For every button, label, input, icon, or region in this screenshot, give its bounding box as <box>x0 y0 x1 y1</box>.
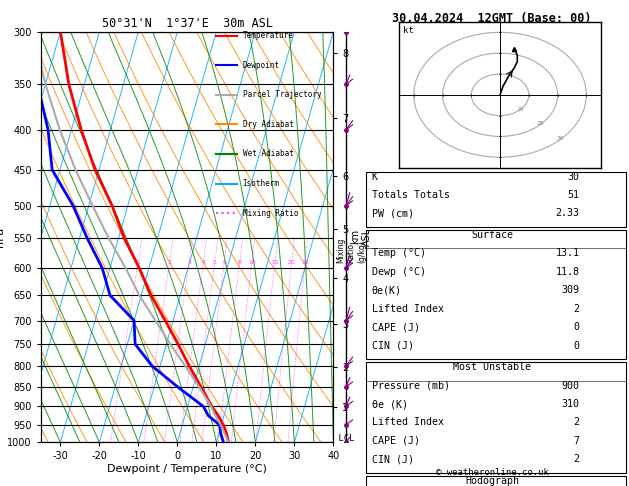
Bar <box>366 230 626 359</box>
Text: Temperature: Temperature <box>243 31 294 40</box>
Bar <box>366 476 626 486</box>
Text: Pressure (mb): Pressure (mb) <box>372 381 450 391</box>
Text: 5: 5 <box>213 260 217 265</box>
Text: 15: 15 <box>271 260 279 265</box>
Text: 8: 8 <box>238 260 242 265</box>
Text: Mixing
Ratio
(g/kg): Mixing Ratio (g/kg) <box>337 238 366 263</box>
Text: Parcel Trajectory: Parcel Trajectory <box>243 90 321 99</box>
Text: 30: 30 <box>568 172 580 182</box>
Text: 13.1: 13.1 <box>556 248 580 259</box>
Text: 30: 30 <box>557 136 564 141</box>
Text: © weatheronline.co.uk: © weatheronline.co.uk <box>436 468 548 477</box>
Text: Temp (°C): Temp (°C) <box>372 248 426 259</box>
Text: 0: 0 <box>574 322 580 332</box>
Text: PW (cm): PW (cm) <box>372 208 414 219</box>
Y-axis label: hPa: hPa <box>0 227 4 247</box>
Bar <box>366 172 626 227</box>
Text: 3: 3 <box>187 260 191 265</box>
Y-axis label: km
ASL: km ASL <box>350 228 372 246</box>
Text: 20: 20 <box>537 122 544 126</box>
Text: 1: 1 <box>136 260 140 265</box>
Text: Dewpoint: Dewpoint <box>243 61 280 70</box>
Text: 7: 7 <box>574 436 580 446</box>
Title: 50°31'N  1°37'E  30m ASL: 50°31'N 1°37'E 30m ASL <box>102 17 272 31</box>
Text: 2: 2 <box>574 454 580 465</box>
Text: θe(K): θe(K) <box>372 285 402 295</box>
Text: 51: 51 <box>568 190 580 200</box>
Text: 2: 2 <box>574 304 580 314</box>
Bar <box>366 362 626 473</box>
Text: 2: 2 <box>167 260 172 265</box>
Text: 2: 2 <box>574 417 580 428</box>
Text: 20: 20 <box>288 260 296 265</box>
Text: θe (K): θe (K) <box>372 399 408 409</box>
Text: 309: 309 <box>562 285 580 295</box>
Text: Isotherm: Isotherm <box>243 179 280 188</box>
Text: 30.04.2024  12GMT (Base: 00): 30.04.2024 12GMT (Base: 00) <box>392 12 592 25</box>
Text: Surface: Surface <box>471 230 513 240</box>
Text: Dry Adiabat: Dry Adiabat <box>243 120 294 129</box>
Text: CAPE (J): CAPE (J) <box>372 436 420 446</box>
Text: Hodograph: Hodograph <box>465 476 519 486</box>
Text: CIN (J): CIN (J) <box>372 454 414 465</box>
X-axis label: Dewpoint / Temperature (°C): Dewpoint / Temperature (°C) <box>107 464 267 474</box>
Text: 2.33: 2.33 <box>556 208 580 219</box>
Text: CIN (J): CIN (J) <box>372 341 414 351</box>
Text: 310: 310 <box>562 399 580 409</box>
Text: Lifted Index: Lifted Index <box>372 417 444 428</box>
Text: 10: 10 <box>248 260 256 265</box>
Text: K: K <box>372 172 378 182</box>
Text: kt: kt <box>403 26 414 35</box>
Text: Totals Totals: Totals Totals <box>372 190 450 200</box>
Text: LCL: LCL <box>333 434 355 443</box>
Text: 4: 4 <box>201 260 206 265</box>
Text: Most Unstable: Most Unstable <box>453 362 532 372</box>
Text: Dewp (°C): Dewp (°C) <box>372 267 426 277</box>
Text: CAPE (J): CAPE (J) <box>372 322 420 332</box>
Text: 11.8: 11.8 <box>556 267 580 277</box>
Text: Lifted Index: Lifted Index <box>372 304 444 314</box>
Text: 0: 0 <box>574 341 580 351</box>
Text: 25: 25 <box>301 260 309 265</box>
Text: Mixing Ratio: Mixing Ratio <box>243 208 298 218</box>
Text: 900: 900 <box>562 381 580 391</box>
Text: Wet Adiabat: Wet Adiabat <box>243 150 294 158</box>
Text: 6: 6 <box>223 260 226 265</box>
Text: 10: 10 <box>516 107 524 112</box>
